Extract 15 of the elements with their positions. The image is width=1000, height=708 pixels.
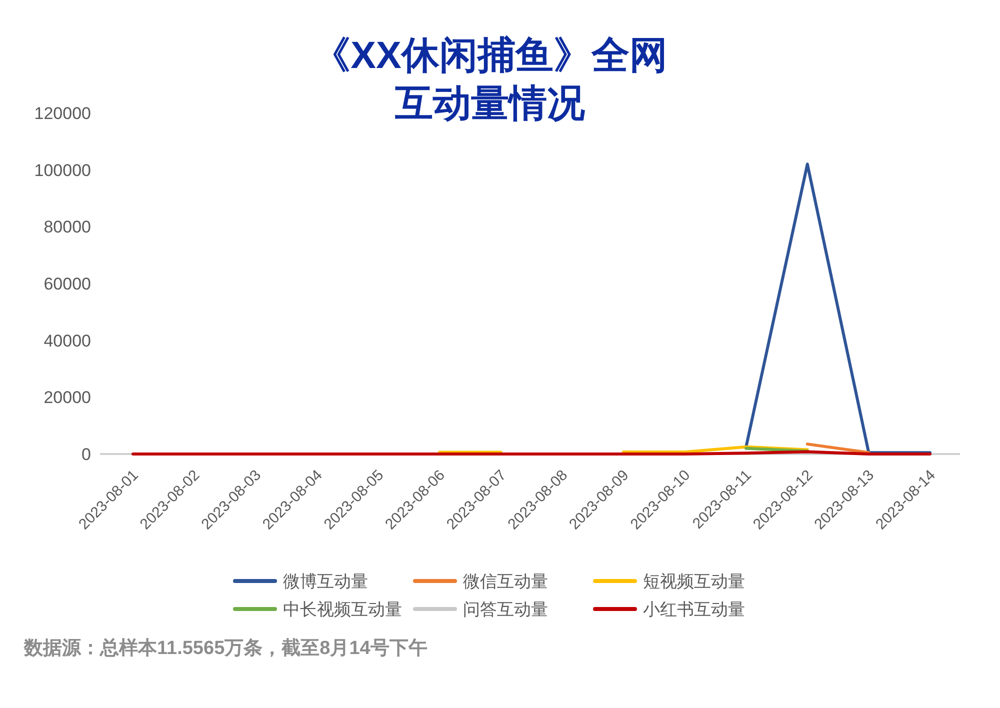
text: 数据源：总样本11.5565万条，截至8月14号下午 xyxy=(23,637,428,659)
legend-label: 小红书互动量 xyxy=(643,600,745,619)
chart-title: 《XX休闲捕鱼》全网互动量情况 xyxy=(312,35,668,125)
legend-label: 微信互动量 xyxy=(463,572,548,591)
legend-label: 短视频互动量 xyxy=(643,572,745,591)
y-tick-label: 0 xyxy=(82,445,91,464)
legend-label: 中长视频互动量 xyxy=(283,600,402,619)
legend-label: 问答互动量 xyxy=(463,600,548,619)
y-tick-label: 60000 xyxy=(44,274,91,294)
legend-label: 微博互动量 xyxy=(283,572,368,591)
y-tick-label: 100000 xyxy=(34,160,91,180)
y-tick-label: 80000 xyxy=(44,218,91,237)
y-tick-label: 20000 xyxy=(44,388,91,408)
y-tick-label: 40000 xyxy=(44,331,91,350)
y-tick-label: 120000 xyxy=(34,104,91,123)
